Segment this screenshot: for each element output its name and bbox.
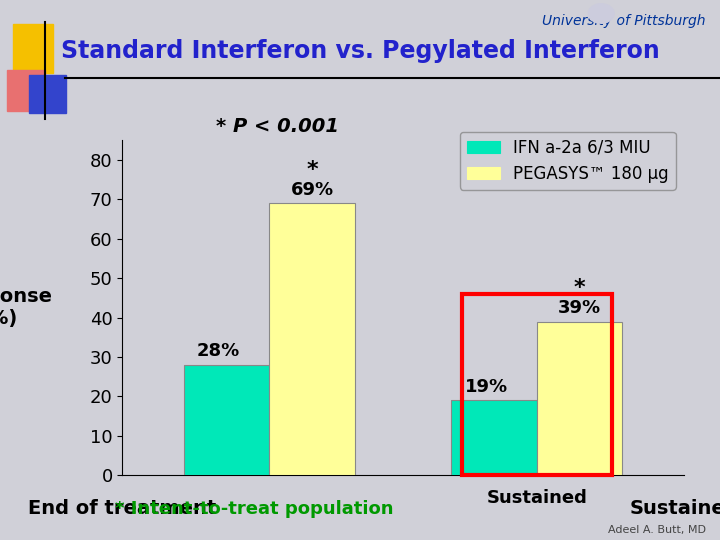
Bar: [537, 322, 623, 475]
Bar: [462, 294, 612, 475]
Text: * P < 0.001: * P < 0.001: [216, 117, 339, 136]
Text: 28%: 28%: [197, 342, 240, 360]
Text: Standard Interferon vs. Pegylated Interferon: Standard Interferon vs. Pegylated Interf…: [60, 39, 660, 63]
Text: *: *: [307, 160, 318, 180]
Text: University of Pittsburgh: University of Pittsburgh: [542, 14, 706, 28]
Text: *: *: [574, 278, 585, 298]
Text: * Intent-to-treat population: * Intent-to-treat population: [115, 501, 394, 518]
Text: Sustained: Sustained: [629, 498, 720, 518]
Text: 39%: 39%: [558, 299, 601, 317]
Text: Adeel A. Butt, MD: Adeel A. Butt, MD: [608, 524, 706, 535]
Text: Sustained: Sustained: [487, 489, 588, 507]
Bar: [451, 400, 537, 475]
Bar: [184, 365, 269, 475]
Bar: [269, 204, 355, 475]
Text: End of treatment: End of treatment: [28, 498, 217, 518]
Legend: IFN a-2a 6/3 MIU, PEGASYS™ 180 μg: IFN a-2a 6/3 MIU, PEGASYS™ 180 μg: [460, 132, 675, 190]
Text: 69%: 69%: [291, 181, 334, 199]
Text: 19%: 19%: [464, 377, 508, 396]
Text: Response
(%): Response (%): [0, 287, 52, 328]
